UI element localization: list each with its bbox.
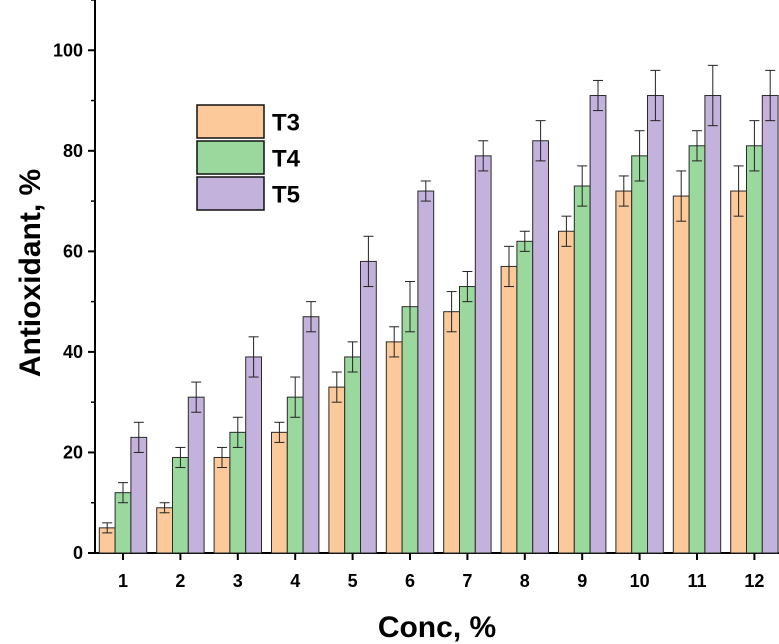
bar-t3 bbox=[271, 431, 288, 554]
x-tick-label: 2 bbox=[175, 571, 185, 591]
bar-t5 bbox=[187, 396, 205, 554]
axes bbox=[94, 0, 779, 554]
y-tick-label: 100 bbox=[53, 40, 83, 60]
x-tick-label: 1 bbox=[118, 571, 128, 591]
bar-t3 bbox=[443, 311, 461, 554]
bar-t4 bbox=[172, 456, 189, 554]
y-tick-label: 60 bbox=[63, 241, 83, 261]
x-tick-label: 6 bbox=[405, 571, 415, 591]
legend-swatch-t5 bbox=[196, 176, 265, 211]
bars bbox=[98, 95, 779, 554]
y-tick-label: 20 bbox=[63, 442, 83, 462]
x-tick-label: 7 bbox=[462, 571, 472, 591]
bar-t3 bbox=[213, 456, 231, 554]
x-tick-label: 10 bbox=[630, 571, 650, 591]
bar-t4 bbox=[746, 145, 763, 554]
bar-t5 bbox=[532, 140, 550, 554]
bar-t4 bbox=[573, 185, 591, 554]
legend-label-t5: T5 bbox=[272, 182, 300, 209]
y-tick-label: 80 bbox=[63, 141, 83, 161]
y-tick-label: 0 bbox=[73, 543, 83, 563]
x-tick-label: 5 bbox=[348, 571, 358, 591]
bar-t4 bbox=[631, 155, 649, 554]
legend-label-t4: T4 bbox=[272, 146, 301, 173]
bar-t3 bbox=[558, 230, 575, 554]
bar-t5 bbox=[647, 95, 664, 554]
x-tick-label: 11 bbox=[687, 571, 706, 591]
bar-t4 bbox=[459, 286, 476, 554]
bar-t5 bbox=[589, 95, 607, 554]
bar-t4 bbox=[516, 240, 534, 554]
bar-t3 bbox=[500, 265, 518, 554]
bar-t4 bbox=[229, 431, 247, 554]
legend-swatch-t4 bbox=[196, 140, 265, 175]
bar-t4 bbox=[286, 396, 304, 554]
bar-t4 bbox=[344, 356, 362, 554]
y-axis-title: Antioxidant, % bbox=[14, 169, 47, 377]
legend: T3 T4 T5 bbox=[196, 104, 301, 211]
legend-label-t3: T3 bbox=[272, 110, 300, 137]
y-axis-ticks: 0 20 40 60 80 100 bbox=[53, 0, 95, 563]
error-bars bbox=[102, 64, 776, 534]
x-tick-label: 3 bbox=[233, 571, 243, 591]
bar-t3 bbox=[385, 341, 403, 554]
x-tick-label: 4 bbox=[290, 571, 300, 591]
bar-t4 bbox=[688, 145, 706, 554]
bar-t5 bbox=[417, 190, 435, 554]
y-tick-label: 40 bbox=[63, 342, 83, 362]
x-tick-label: 9 bbox=[577, 571, 587, 591]
legend-swatch-t3 bbox=[196, 104, 265, 139]
x-tick-label: 8 bbox=[520, 571, 530, 591]
bar-t3 bbox=[328, 386, 346, 554]
bar-t5 bbox=[302, 316, 320, 554]
bar-t3 bbox=[730, 190, 748, 554]
bar-t5 bbox=[474, 155, 492, 554]
bar-t4 bbox=[401, 306, 419, 554]
bar-t3 bbox=[615, 190, 633, 554]
bar-t5 bbox=[761, 95, 779, 554]
bar-t5 bbox=[130, 436, 148, 554]
x-axis-ticks: 1 2 3 4 5 6 7 8 9 10 11 12 bbox=[118, 553, 764, 591]
x-axis-title: Conc, % bbox=[378, 611, 496, 644]
x-tick-label: 12 bbox=[744, 571, 764, 591]
bar-t5 bbox=[245, 356, 262, 554]
bar-t3 bbox=[672, 195, 690, 554]
bar-t3 bbox=[156, 507, 173, 554]
bar-t5 bbox=[704, 95, 722, 554]
bar-t5 bbox=[360, 260, 377, 554]
